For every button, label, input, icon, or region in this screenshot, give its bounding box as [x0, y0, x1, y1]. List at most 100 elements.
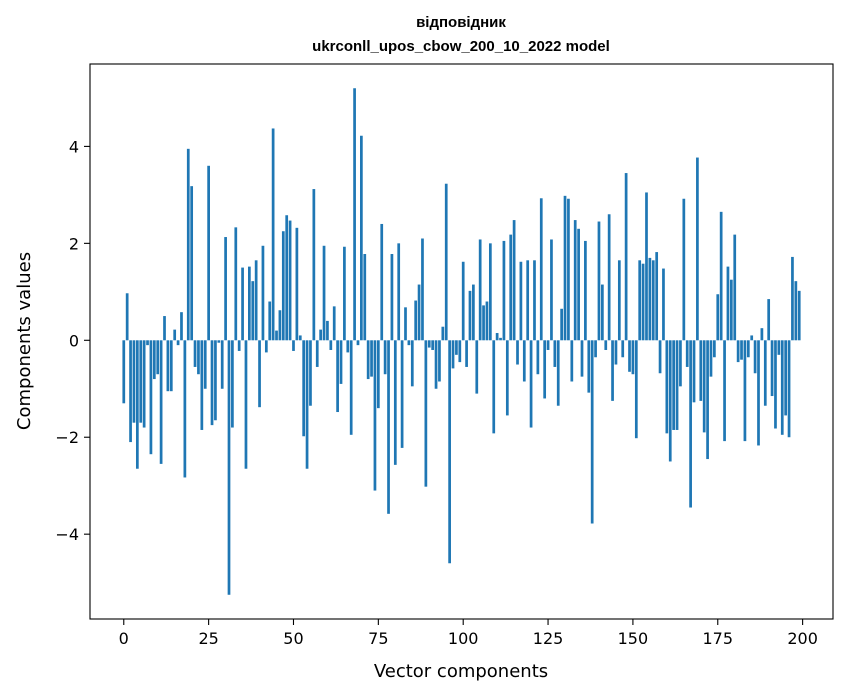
bar-112: [502, 240, 506, 341]
bar-195: [784, 340, 788, 416]
bar-187: [757, 340, 760, 446]
y-axis-ticks: −4 −2 0 2 4: [55, 137, 90, 544]
bar-151: [634, 340, 638, 439]
bar-43: [268, 301, 272, 341]
bar-22: [197, 340, 200, 375]
bar-170: [699, 340, 703, 401]
bar-106: [482, 305, 485, 341]
bar-199: [797, 290, 801, 341]
x-tick-label: 50: [283, 629, 303, 648]
bar-83: [404, 307, 407, 341]
x-tick-label: 25: [198, 629, 218, 648]
bar-97: [451, 340, 455, 369]
bar-47: [281, 231, 285, 341]
bar-16: [176, 340, 180, 346]
bar-64: [339, 340, 343, 384]
bar-197: [791, 256, 794, 341]
bar-196: [787, 340, 791, 438]
bar-152: [638, 260, 642, 341]
bar-13: [166, 340, 170, 392]
bar-139: [594, 340, 597, 358]
bar-38: [251, 281, 255, 341]
bar-45: [275, 330, 278, 341]
bar-86: [414, 300, 418, 341]
bar-162: [672, 340, 675, 430]
bar-28: [217, 340, 221, 343]
bar-58: [319, 329, 322, 341]
bar-140: [597, 221, 601, 341]
bar-125: [546, 340, 550, 350]
bar-10: [156, 340, 160, 375]
bar-19: [186, 148, 190, 341]
bar-154: [645, 192, 648, 341]
bar-57: [315, 340, 319, 367]
bar-116: [516, 340, 519, 365]
bar-2: [129, 340, 132, 443]
bar-68: [353, 88, 356, 341]
bar-67: [349, 340, 353, 435]
bar-99: [458, 340, 462, 363]
bar-30: [224, 237, 227, 341]
bar-182: [740, 340, 743, 360]
bar-34: [237, 340, 241, 351]
bar-171: [702, 340, 706, 433]
bar-91: [431, 340, 435, 350]
bar-185: [750, 335, 754, 341]
bar-4: [135, 340, 139, 469]
bar-145: [614, 340, 618, 365]
bar-39: [254, 260, 258, 341]
bar-9: [152, 340, 156, 380]
bar-103: [472, 284, 475, 341]
bar-133: [573, 220, 577, 341]
bar-53: [302, 340, 306, 437]
bar-56: [312, 189, 316, 341]
bar-44: [271, 128, 275, 341]
bar-62: [332, 306, 336, 341]
bar-81: [397, 243, 401, 341]
bar-148: [624, 173, 628, 341]
bar-130: [563, 195, 567, 341]
bar-131: [567, 198, 570, 341]
bar-169: [696, 157, 699, 341]
bar-107: [485, 301, 489, 341]
bar-23: [200, 340, 204, 430]
bar-54: [305, 340, 309, 469]
bar-159: [662, 268, 665, 341]
bar-14: [169, 340, 173, 392]
bar-21: [193, 340, 197, 367]
bar-105: [478, 239, 482, 341]
x-tick-label: 0: [119, 629, 129, 648]
bar-119: [526, 260, 530, 341]
bar-167: [689, 340, 692, 508]
bar-180: [733, 234, 737, 341]
bar-161: [668, 340, 672, 462]
bar-8: [149, 340, 153, 455]
bar-69: [356, 340, 360, 346]
bar-35: [241, 267, 244, 341]
bar-40: [258, 340, 261, 408]
bar-11: [159, 340, 163, 464]
bar-90: [427, 340, 431, 348]
bar-70: [360, 135, 363, 341]
bar-143: [607, 214, 611, 341]
bar-46: [278, 310, 282, 341]
bar-166: [685, 340, 689, 367]
bar-174: [713, 340, 716, 358]
bar-115: [512, 220, 516, 341]
bar-88: [421, 238, 424, 341]
bar-24: [203, 340, 207, 389]
x-tick-label: 100: [448, 629, 479, 648]
bar-60: [326, 320, 329, 341]
bar-74: [373, 340, 377, 491]
bar-20: [190, 186, 194, 341]
bar-127: [553, 340, 557, 367]
bar-158: [658, 340, 662, 374]
bar-59: [322, 245, 326, 341]
bar-89: [424, 340, 428, 487]
bar-188: [760, 328, 764, 341]
bar-72: [366, 340, 370, 380]
bar-113: [505, 340, 509, 416]
bar-96: [448, 340, 451, 564]
x-tick-label: 200: [787, 629, 818, 648]
